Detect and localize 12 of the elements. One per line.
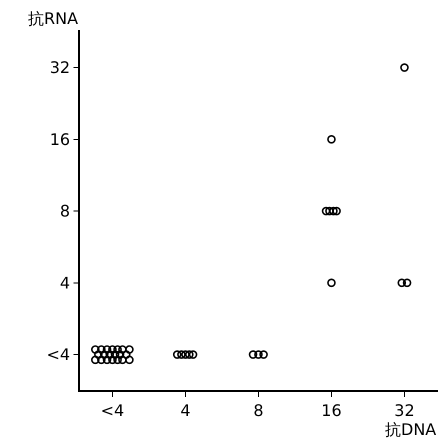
x-tick-label: 32 xyxy=(394,400,415,420)
x-tick-label: <4 xyxy=(100,400,124,420)
y-tick-label: 4 xyxy=(60,273,70,292)
y-tick-label: 8 xyxy=(60,202,70,221)
x-tick-label: 16 xyxy=(321,400,342,420)
y-tick-label: <4 xyxy=(46,345,70,364)
x-tick-label: 8 xyxy=(253,400,264,420)
y-axis-title: 抗RNA xyxy=(28,9,78,28)
x-tick-label: 4 xyxy=(180,400,191,420)
y-tick-label: 32 xyxy=(50,58,70,78)
x-axis-title: 抗DNA xyxy=(385,420,436,438)
y-tick-label: 16 xyxy=(50,130,70,149)
